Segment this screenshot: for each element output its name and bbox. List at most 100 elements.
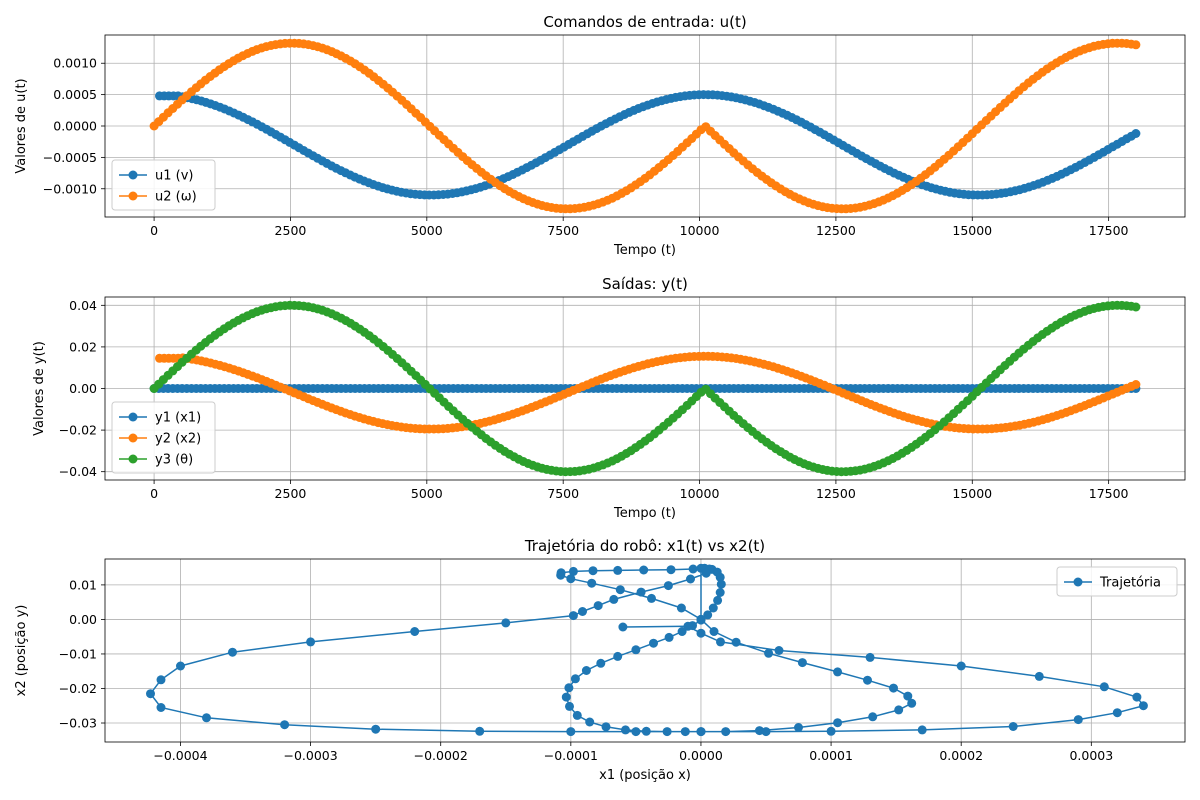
legend-swatch-marker — [1073, 577, 1083, 587]
data-point — [568, 566, 578, 576]
series-markers-2 — [149, 300, 1141, 477]
data-point — [677, 627, 687, 636]
data-point — [280, 720, 290, 730]
x-tick-label: 10000 — [680, 223, 720, 238]
data-point — [1034, 671, 1044, 681]
data-point — [703, 610, 713, 620]
data-point — [863, 675, 872, 685]
y-tick-label: 0.01 — [69, 577, 97, 592]
chart-title: Comandos de entrada: u(t) — [543, 13, 746, 31]
data-point — [683, 621, 693, 631]
legend: u1 (v) u2 (ω) — [111, 159, 216, 211]
data-point — [581, 666, 591, 675]
x-tick-label: 5000 — [411, 223, 443, 238]
data-point — [917, 725, 927, 735]
y-tick-label: −0.02 — [59, 681, 97, 696]
series-markers-1 — [155, 351, 1141, 434]
legend-box — [111, 401, 216, 474]
data-point — [306, 637, 316, 647]
x-tick-label: −0.0004 — [153, 748, 207, 763]
data-point — [475, 726, 485, 736]
data-point — [631, 645, 641, 655]
data-point — [797, 658, 807, 668]
x-tick-label: 0.0002 — [939, 748, 983, 763]
data-point — [649, 638, 658, 648]
trajectory-subplot: −0.0004 −0.0003 −0.0002 −0.0001 0.0000 0.0001… — [14, 537, 1186, 783]
data-point — [561, 692, 571, 702]
data-point — [566, 727, 576, 737]
x-tick-label: 2500 — [275, 223, 307, 238]
data-point — [615, 585, 625, 595]
y-tick-label: 0.0010 — [53, 56, 97, 71]
y-tick-label: −0.01 — [59, 646, 97, 661]
data-point — [903, 691, 913, 701]
data-point — [713, 595, 723, 605]
data-point — [565, 701, 574, 711]
data-point — [715, 572, 725, 582]
data-point — [1131, 380, 1141, 389]
y-tick-label: −0.04 — [59, 464, 97, 479]
x-tick-label: 10000 — [680, 486, 720, 501]
data-point — [156, 675, 166, 685]
x-tick-label: 0.0000 — [679, 748, 723, 763]
data-point — [956, 661, 966, 671]
data-point — [907, 698, 917, 708]
x-tick-label: 7500 — [547, 223, 579, 238]
y-tick-label: −0.02 — [59, 423, 97, 438]
legend-box — [111, 159, 216, 211]
data-point — [146, 689, 155, 699]
data-point — [663, 581, 673, 591]
data-point — [709, 627, 719, 636]
data-point — [572, 710, 582, 720]
x-tick-label: 5000 — [411, 486, 443, 501]
data-point — [202, 713, 211, 723]
data-point — [1008, 722, 1018, 731]
data-point — [701, 568, 711, 578]
data-point — [833, 718, 843, 728]
y-tick-label: −0.0005 — [43, 150, 97, 165]
x-tick-label: 0 — [150, 223, 158, 238]
data-point — [371, 724, 381, 734]
data-point — [1073, 715, 1083, 725]
series-markers-0 — [155, 90, 1141, 200]
x-tick-label: −0.0002 — [414, 748, 468, 763]
legend-box — [1056, 566, 1178, 597]
x-tick-label: 2500 — [275, 486, 307, 501]
y-tick-label: −0.03 — [59, 716, 97, 731]
x-axis-label: Tempo (t) — [613, 243, 676, 258]
data-point — [410, 627, 420, 636]
data-point — [708, 603, 718, 613]
data-point — [156, 703, 166, 712]
data-point — [566, 574, 576, 584]
chart-title: Saídas: y(t) — [602, 275, 688, 293]
data-point — [556, 568, 566, 578]
data-point — [686, 574, 695, 584]
data-point — [570, 674, 580, 684]
x-tick-label: 0.0003 — [1069, 748, 1113, 763]
legend-label: Trajetória — [1099, 576, 1161, 591]
x-tick-label: 17500 — [1089, 486, 1129, 501]
y-tick-label: 0.04 — [69, 298, 97, 313]
data-point — [826, 726, 836, 736]
x-tick-label: 15000 — [952, 223, 992, 238]
y-axis-label: Valores de u(t) — [14, 78, 29, 173]
data-point — [794, 723, 803, 732]
data-point — [696, 628, 706, 638]
legend-swatch-marker — [128, 433, 138, 443]
data-point — [1112, 708, 1122, 718]
x-axis-label: Tempo (t) — [613, 506, 676, 521]
chart-title: Trajetória do robô: x1(t) vs x2(t) — [524, 537, 765, 555]
data-point — [731, 637, 741, 647]
legend-swatch-marker — [128, 191, 138, 201]
data-point — [647, 593, 656, 603]
y-axis-label: Valores de y(t) — [32, 341, 47, 436]
plot-area — [146, 563, 1148, 737]
legend-label: y3 (θ) — [155, 453, 193, 468]
data-point — [774, 646, 784, 655]
data-point — [501, 618, 511, 628]
data-point — [631, 727, 641, 737]
axes-frame — [104, 558, 1186, 743]
data-point — [609, 594, 619, 604]
x-tick-label: −0.0001 — [544, 748, 598, 763]
